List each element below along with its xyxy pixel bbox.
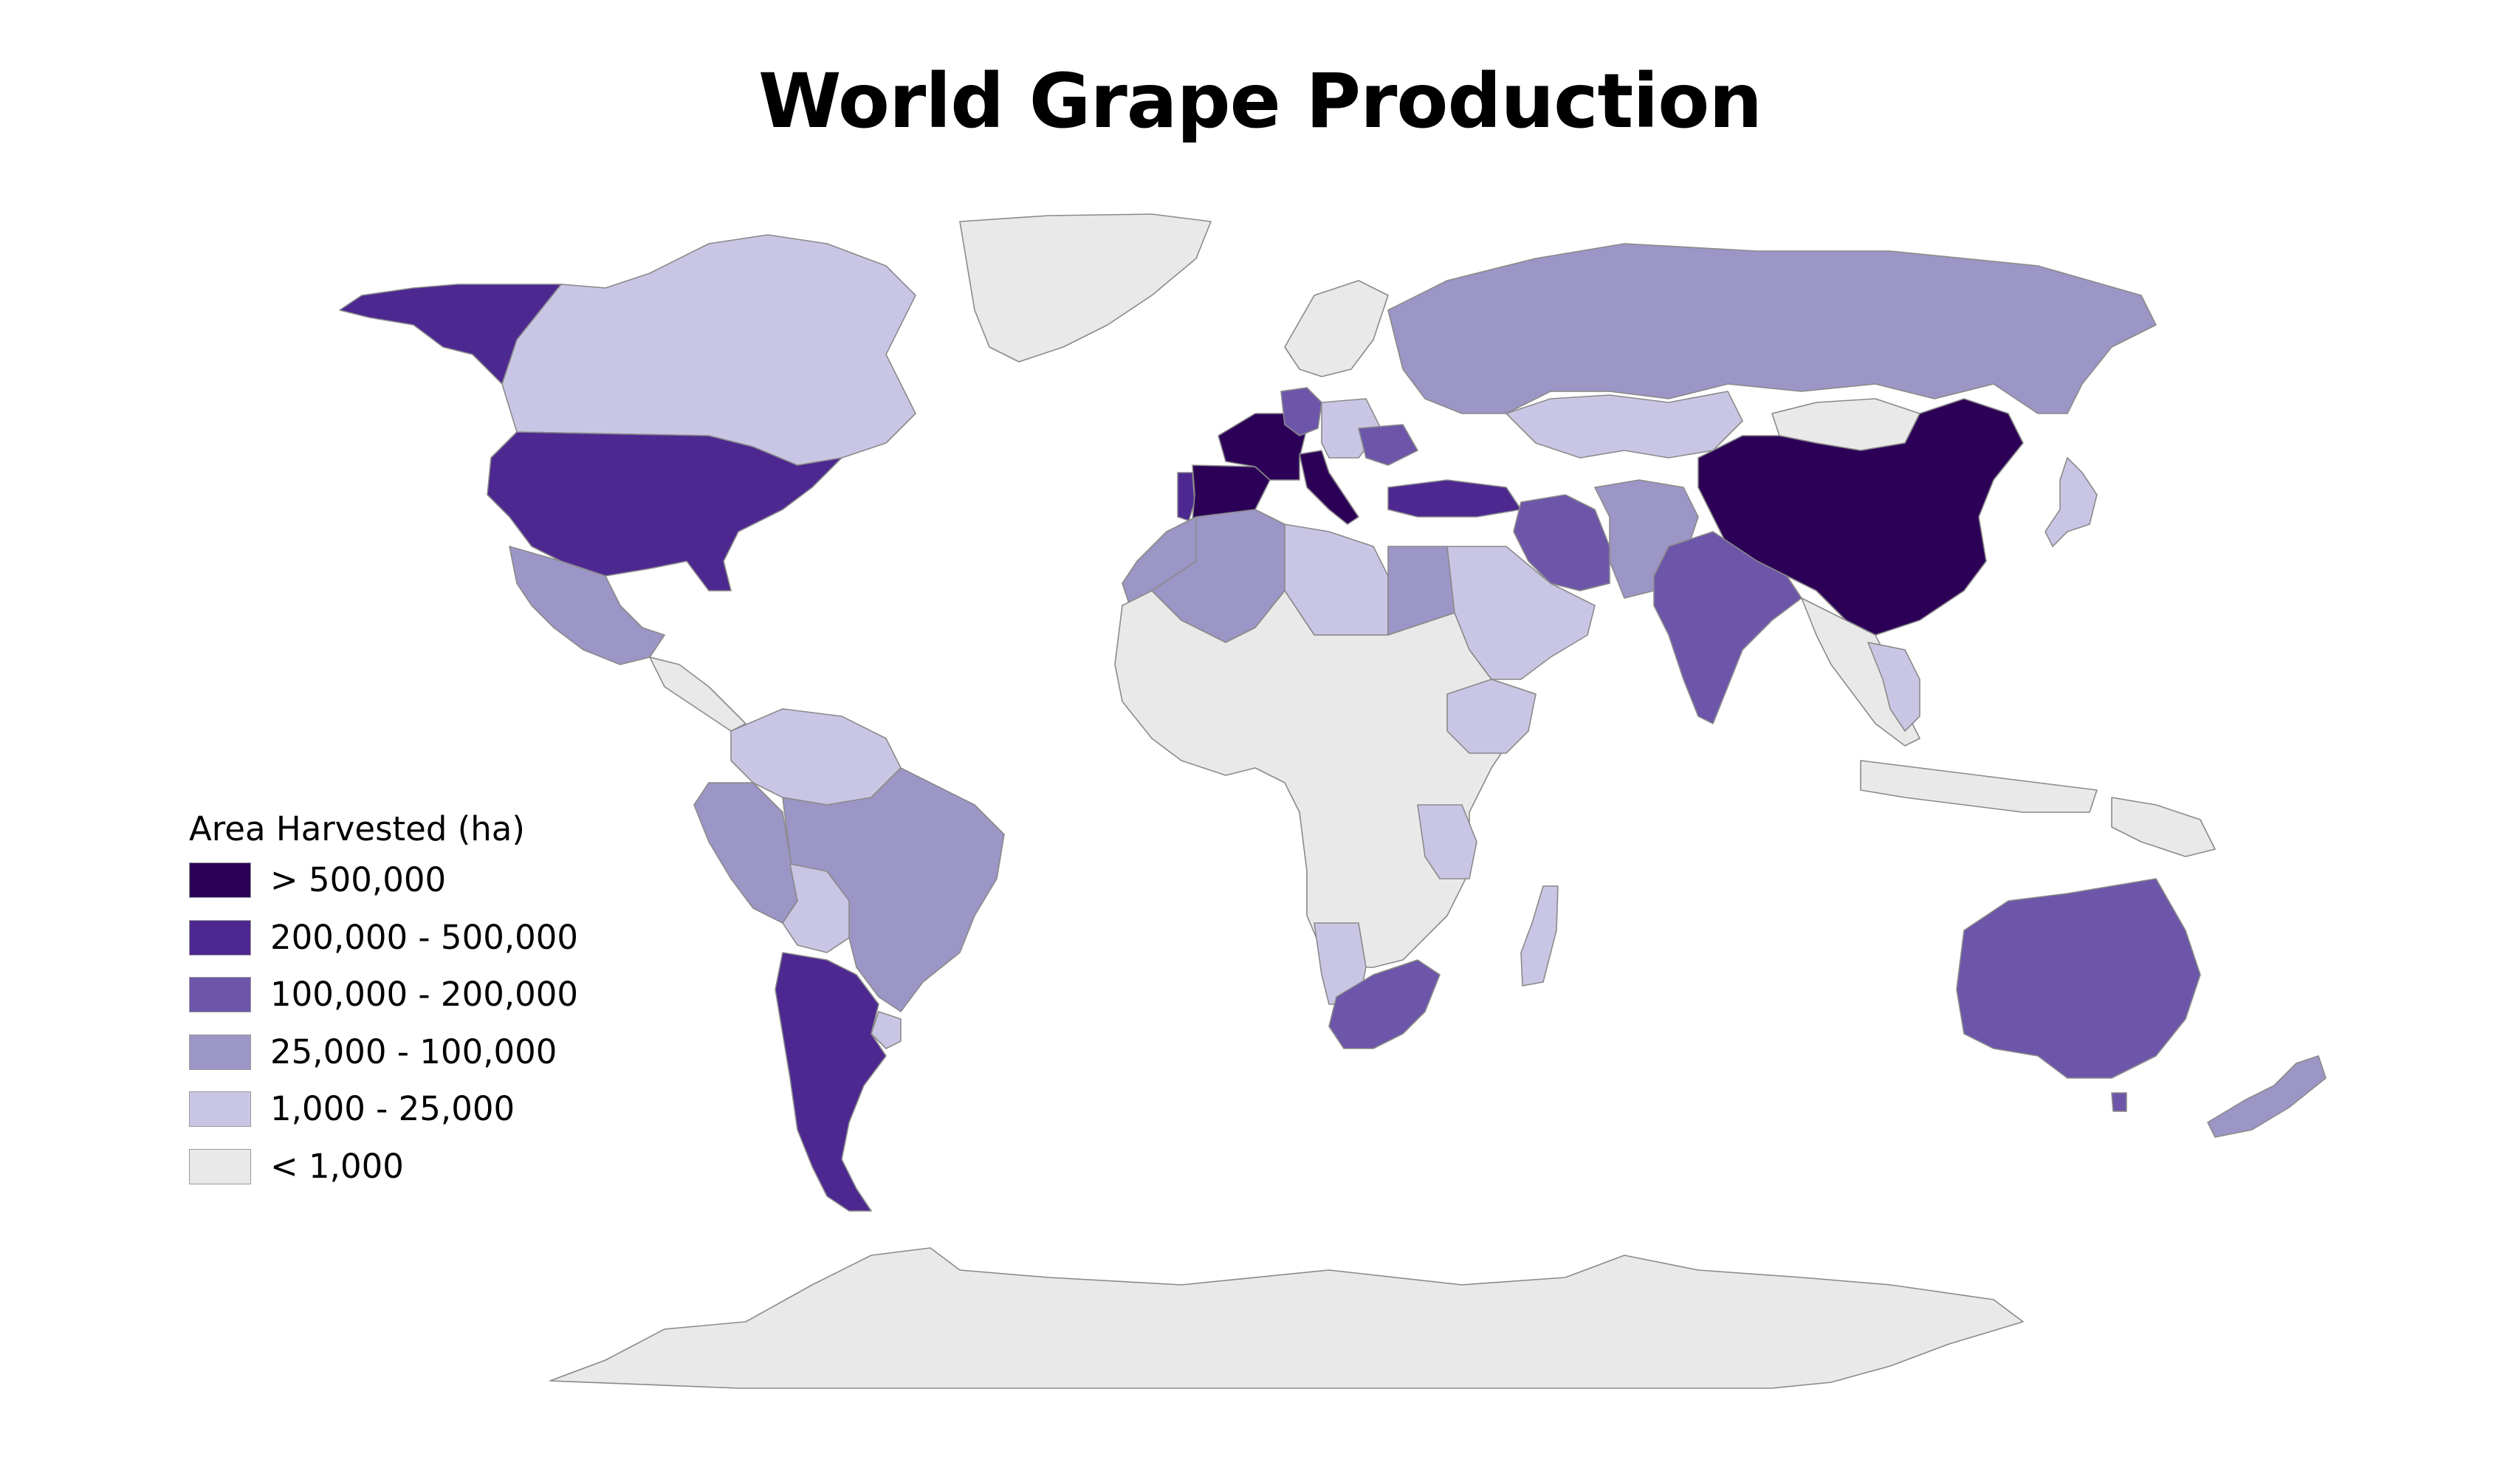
region-romania [1358, 424, 1418, 466]
legend-label: 25,000 - 100,000 [270, 1032, 557, 1071]
legend-label: 200,000 - 500,000 [270, 917, 579, 957]
legend-item-class-5: > 500,000 [189, 852, 706, 910]
region-japan [2045, 457, 2098, 547]
legend-label: 100,000 - 200,000 [270, 975, 579, 1014]
region-turkey [1387, 479, 1522, 518]
legend-item-class-3: 100,000 - 200,000 [189, 967, 706, 1024]
region-ethiopia [1446, 679, 1537, 754]
region-scandinavia [1284, 280, 1389, 377]
region-alaska [339, 284, 562, 385]
region-russia [1387, 243, 2157, 414]
legend-item-class-1: 1,000 - 25,000 [189, 1081, 706, 1139]
legend-swatch [189, 1034, 251, 1070]
legend-swatch [189, 919, 251, 955]
region-thailand [1867, 642, 1920, 732]
region-tanzania [1417, 804, 1477, 879]
region-madagascar [1520, 885, 1559, 987]
legend-title: Area Harvested (ha) [189, 809, 525, 848]
region-portugal [1177, 472, 1195, 521]
region-united-states [487, 431, 842, 591]
region-india [1653, 531, 1802, 724]
legend-swatch [189, 1091, 251, 1127]
region-canada [501, 234, 916, 466]
legend-swatch [189, 977, 251, 1012]
legend-item-class-2: 25,000 - 100,000 [189, 1024, 706, 1082]
region-tasmania [2111, 1092, 2127, 1112]
region-germany [1280, 387, 1322, 436]
region-south-africa [1328, 959, 1441, 1049]
region-antarctica [549, 1247, 2024, 1389]
region-peru [693, 782, 798, 924]
region-central-america [649, 656, 746, 732]
region-france [1218, 413, 1308, 481]
region-argentina [775, 952, 887, 1212]
region-indonesia [1860, 760, 2098, 813]
region-kazakhstan [1506, 391, 1743, 459]
region-iran [1513, 494, 1610, 591]
region-bolivia [782, 863, 850, 953]
legend-label: > 500,000 [270, 860, 447, 899]
map-title: World Grape Production [758, 58, 1762, 145]
legend-item-class-4: 200,000 - 500,000 [189, 910, 706, 967]
region-italy [1299, 450, 1359, 525]
legend-label: 1,000 - 25,000 [270, 1089, 515, 1128]
legend-label: < 1,000 [270, 1146, 404, 1186]
legend: Area Harvested (ha) > 500,000 200,000 - … [189, 806, 706, 1195]
region-papua-new-guinea [2111, 797, 2216, 857]
region-greenland [959, 213, 1212, 363]
region-new-zealand [2207, 1055, 2327, 1138]
legend-swatch [189, 862, 251, 898]
region-australia [1956, 878, 2201, 1079]
legend-item-class-0: < 1,000 [189, 1139, 706, 1196]
legend-swatch [189, 1148, 251, 1184]
